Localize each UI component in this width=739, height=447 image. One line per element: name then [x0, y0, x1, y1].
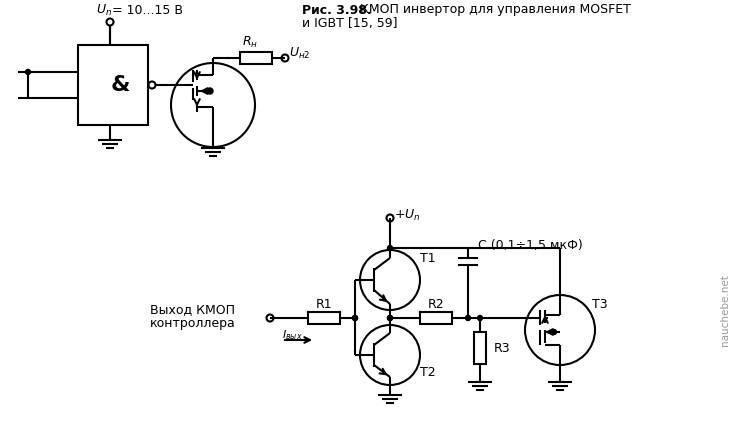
- Circle shape: [477, 316, 483, 320]
- Circle shape: [353, 316, 358, 320]
- Circle shape: [386, 215, 393, 222]
- Text: R2: R2: [428, 299, 444, 312]
- Text: $U_n$: $U_n$: [96, 2, 112, 17]
- Text: $+U_n$: $+U_n$: [394, 207, 420, 223]
- Circle shape: [387, 245, 392, 250]
- Circle shape: [551, 329, 556, 334]
- Text: R3: R3: [494, 342, 511, 354]
- Text: $U_{н2}$: $U_{н2}$: [289, 46, 310, 60]
- Bar: [420, 312, 452, 324]
- Circle shape: [267, 315, 273, 321]
- Circle shape: [360, 250, 420, 310]
- Circle shape: [149, 81, 155, 89]
- Circle shape: [207, 88, 213, 94]
- Circle shape: [282, 55, 288, 62]
- Text: контроллера: контроллера: [150, 317, 236, 330]
- Circle shape: [26, 69, 30, 75]
- Bar: [78, 45, 148, 125]
- Bar: [240, 52, 272, 64]
- Text: nauchebe.net: nauchebe.net: [720, 274, 730, 346]
- Circle shape: [171, 63, 255, 147]
- Circle shape: [106, 18, 114, 25]
- Text: T3: T3: [592, 299, 607, 312]
- Text: = 10...15 В: = 10...15 В: [112, 4, 183, 17]
- Text: Рис. 3.98.: Рис. 3.98.: [302, 4, 372, 17]
- Circle shape: [353, 316, 358, 320]
- Text: и IGBT [15, 59]: и IGBT [15, 59]: [302, 17, 398, 30]
- Bar: [474, 332, 486, 364]
- Circle shape: [387, 316, 392, 320]
- Text: T1: T1: [420, 252, 435, 265]
- Text: R1: R1: [316, 299, 333, 312]
- Bar: [308, 312, 340, 324]
- Text: T2: T2: [420, 366, 435, 379]
- Circle shape: [387, 316, 392, 320]
- Text: КМОП инвертор для управления MOSFET: КМОП инвертор для управления MOSFET: [356, 4, 631, 17]
- Text: C (0,1÷1,5 мкФ): C (0,1÷1,5 мкФ): [478, 239, 583, 252]
- Circle shape: [525, 295, 595, 365]
- Text: $I_{вых}$: $I_{вых}$: [282, 328, 303, 342]
- Text: &: &: [110, 75, 130, 95]
- Circle shape: [360, 325, 420, 385]
- Circle shape: [466, 316, 471, 320]
- Text: $R_н$: $R_н$: [242, 34, 258, 50]
- Text: Выход КМОП: Выход КМОП: [150, 304, 235, 316]
